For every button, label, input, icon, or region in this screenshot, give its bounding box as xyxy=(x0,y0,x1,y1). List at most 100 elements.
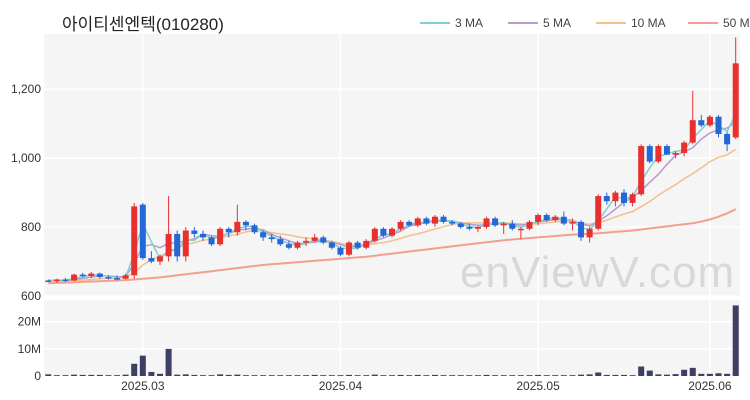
legend-swatch xyxy=(596,22,626,24)
volume-bar xyxy=(560,375,567,376)
candle-body xyxy=(62,279,69,281)
candle-body xyxy=(71,274,78,281)
volume-bar xyxy=(457,375,464,376)
candle-body xyxy=(414,218,421,226)
volume-bar xyxy=(156,373,164,376)
candle-body xyxy=(595,196,602,229)
candle-body xyxy=(45,280,52,282)
candle-body xyxy=(535,214,542,222)
volume-bars xyxy=(45,305,739,376)
candle-body xyxy=(208,237,215,245)
candle-body xyxy=(380,228,387,236)
volume-bar xyxy=(612,374,619,376)
candle-body xyxy=(603,196,610,202)
ma10-line xyxy=(48,148,737,282)
candle-body xyxy=(423,218,430,224)
volume-panel xyxy=(44,300,740,376)
candle-body xyxy=(311,237,318,241)
legend-swatch xyxy=(508,22,538,24)
candle-body xyxy=(509,223,516,229)
candle-body xyxy=(440,216,447,222)
volume-bar xyxy=(191,374,198,376)
candle-body xyxy=(346,242,353,255)
volume-bar xyxy=(105,375,112,376)
volume-bar xyxy=(371,374,378,376)
volume-bar xyxy=(277,375,284,376)
volume-bar xyxy=(234,374,241,376)
legend-item: 5 MA xyxy=(508,16,571,30)
candle-body xyxy=(492,218,499,226)
volume-bar xyxy=(638,366,645,376)
candle-body xyxy=(715,116,722,134)
volume-bar xyxy=(199,375,206,376)
volume-bar xyxy=(363,375,370,376)
candle-body xyxy=(268,237,275,240)
candle-body xyxy=(672,152,679,155)
volume-bar xyxy=(406,375,413,376)
volume-bar xyxy=(517,375,524,376)
x-tick-label: 2025.06 xyxy=(688,379,732,393)
volume-bar xyxy=(526,375,533,376)
candle-body xyxy=(363,240,370,248)
candle-body xyxy=(586,228,593,238)
volume-bar xyxy=(182,374,189,376)
legend-swatch xyxy=(688,22,718,24)
candle-body xyxy=(79,274,86,277)
candle-body xyxy=(251,225,258,233)
candle-body xyxy=(543,214,550,221)
volume-bar xyxy=(285,375,292,376)
volume-bar xyxy=(303,375,310,376)
candle-body xyxy=(320,237,327,243)
volume-bar xyxy=(208,375,215,376)
volume-bar xyxy=(139,355,146,376)
volume-bar xyxy=(79,374,86,376)
volume-bar xyxy=(225,374,232,376)
candle-body xyxy=(663,146,670,155)
legend-label: 50 MA xyxy=(723,16,750,30)
candle-body xyxy=(156,256,164,262)
axis-labels: 600 800 1,000 1,200 0 10M 20M 2025.03 2025.04 202… xyxy=(11,82,732,393)
volume-bar xyxy=(646,370,653,376)
candle-body xyxy=(397,221,404,229)
chart-panels xyxy=(44,34,740,376)
volume-bar xyxy=(569,375,576,376)
candle-body xyxy=(337,247,344,255)
candle-body xyxy=(88,273,95,277)
candle-body xyxy=(457,223,464,228)
volume-bar xyxy=(260,375,267,376)
volume-bar xyxy=(88,374,95,376)
volume-bar xyxy=(328,375,335,376)
x-tick-label: 2025.04 xyxy=(319,379,363,393)
candle-body xyxy=(182,230,189,257)
price-tick-label: 1,200 xyxy=(11,82,41,96)
candle-body xyxy=(277,239,284,245)
x-tick-label: 2025.03 xyxy=(121,379,165,393)
candle-body xyxy=(638,146,645,195)
candle-body xyxy=(191,230,198,234)
candle-body xyxy=(96,273,103,278)
volume-bar xyxy=(337,375,344,376)
volume-bar xyxy=(440,375,447,376)
candle-body xyxy=(122,275,129,279)
candle-body xyxy=(526,221,533,229)
volume-bar xyxy=(535,374,542,376)
candle-body xyxy=(706,116,713,126)
candle-body xyxy=(612,192,619,202)
volume-bar xyxy=(509,375,516,376)
candle-body xyxy=(655,146,662,162)
volume-bar xyxy=(483,374,490,376)
price-tick-label: 1,000 xyxy=(11,151,41,165)
volume-bar xyxy=(423,375,430,376)
candle-body xyxy=(569,221,576,224)
volume-bar xyxy=(706,373,713,376)
candle-body xyxy=(578,221,585,238)
volume-bar xyxy=(629,375,636,376)
candle-body xyxy=(199,233,206,238)
volume-bar xyxy=(45,374,52,376)
volume-bar xyxy=(251,375,258,376)
legend-item: 50 MA xyxy=(688,16,750,30)
candle-body xyxy=(53,279,60,282)
volume-bar xyxy=(689,367,696,376)
volume-bar xyxy=(114,375,121,376)
